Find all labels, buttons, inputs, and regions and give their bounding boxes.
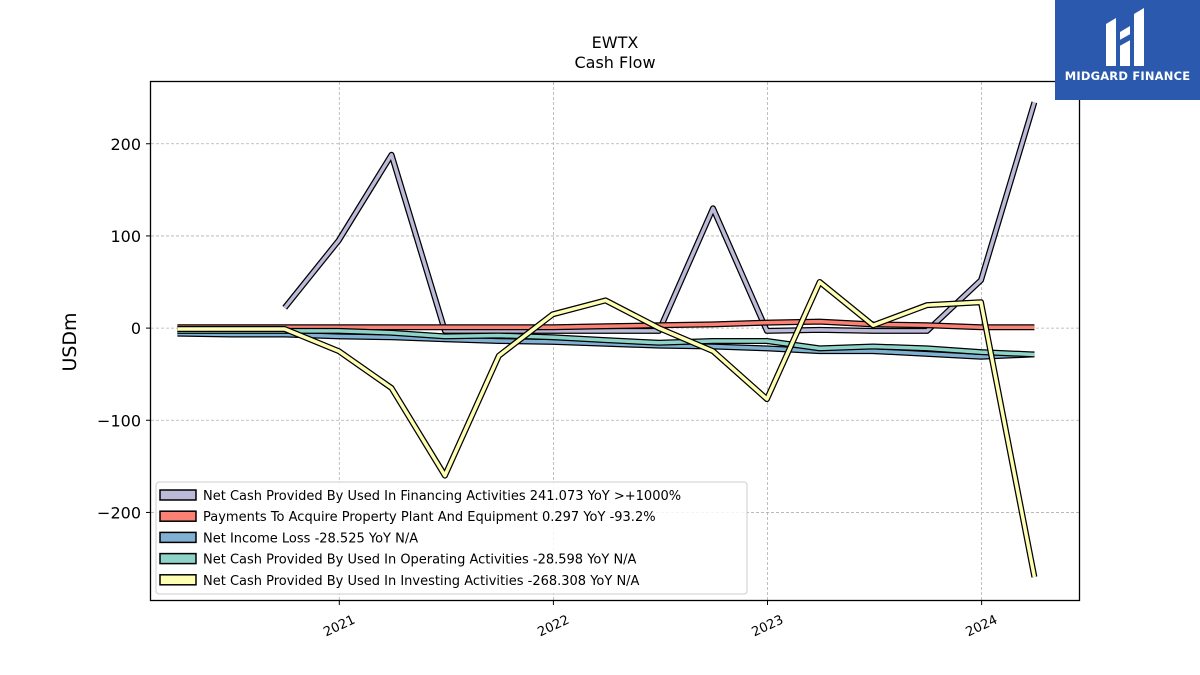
x-tick-label: 2023 (750, 613, 786, 641)
legend-swatch (159, 531, 197, 544)
y-axis-label: USDm (59, 312, 81, 371)
y-tick-label: 0 (131, 319, 141, 338)
chart-title: EWTX (592, 33, 639, 52)
logo-text: MIDGARD FINANCE (1064, 69, 1191, 83)
legend-swatch (159, 489, 197, 501)
series-line-2 (177, 331, 1035, 359)
series-layer (177, 101, 1038, 578)
x-tick-label: 2024 (964, 613, 1000, 641)
plot-frame (149, 80, 1081, 602)
y-tick-label: 100 (110, 227, 141, 246)
midgard-finance-logo: MIDGARD FINANCE (1055, 0, 1200, 100)
legend-label: Net Income Loss -28.525 YoY N/A (203, 531, 418, 546)
legend-label: Payments To Acquire Property Plant And E… (203, 510, 656, 525)
legend-label: Net Cash Provided By Used In Operating A… (203, 553, 637, 568)
legend-swatch (159, 510, 197, 522)
legend: Net Cash Provided By Used In Financing A… (155, 481, 748, 595)
y-tick-label: −200 (97, 503, 141, 522)
x-tick-label: 2022 (535, 613, 571, 641)
logo-mark-icon (1106, 8, 1144, 66)
legend-swatch (159, 552, 197, 565)
series-line-4 (177, 280, 1037, 578)
legend-box (155, 481, 748, 595)
legend-label: Net Cash Provided By Used In Financing A… (203, 489, 681, 504)
series-line-0 (283, 101, 1037, 333)
y-axis: −200 −100 0 100 200 (97, 135, 151, 522)
series-line-3 (177, 329, 1035, 357)
legend-label: Net Cash Provided By Used In Investing A… (203, 574, 640, 589)
x-axis: 2021 2022 2023 2024 (321, 600, 1000, 640)
series-line-1 (177, 319, 1035, 329)
y-tick-label: −100 (97, 411, 141, 430)
x-tick-label: 2021 (321, 613, 357, 641)
chart-subtitle: Cash Flow (574, 53, 655, 72)
series-outline-0 (282, 101, 1038, 334)
legend-swatch (159, 574, 197, 586)
y-tick-label: 200 (110, 135, 141, 154)
